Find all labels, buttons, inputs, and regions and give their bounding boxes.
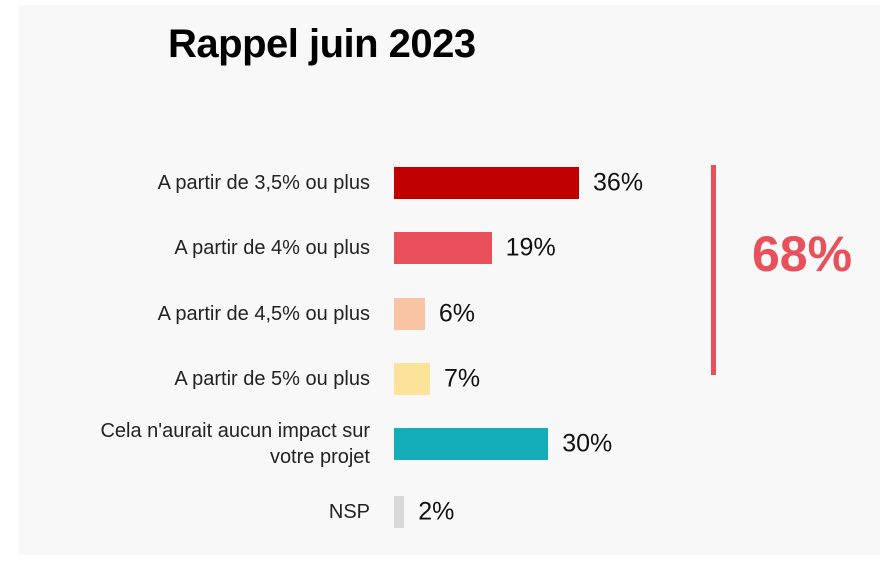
bar <box>394 428 549 460</box>
value-label: 19% <box>505 233 556 262</box>
annotation: 68% <box>752 226 853 282</box>
bracket <box>711 165 716 375</box>
value-label: 2% <box>418 497 455 526</box>
bar <box>394 298 425 330</box>
chart-title: Rappel juin 2023 <box>168 22 476 66</box>
bar <box>394 167 580 199</box>
value-label: 30% <box>562 429 613 458</box>
bar <box>394 496 405 528</box>
bar <box>394 232 492 264</box>
category-label: A partir de 4,5% ou plus <box>157 303 370 325</box>
category-label: A partir de 5% ou plus <box>174 368 370 390</box>
category-label: A partir de 3,5% ou plus <box>157 172 370 194</box>
value-label: 7% <box>443 364 481 393</box>
value-label: 6% <box>438 299 475 328</box>
category-label: NSP <box>328 501 370 523</box>
panel <box>18 5 880 555</box>
value-label: 36% <box>593 168 644 197</box>
bar <box>394 363 430 395</box>
category-label: A partir de 4% ou plus <box>174 237 370 259</box>
category-label: Cela n'aurait aucun impact sur votre pro… <box>100 420 370 468</box>
